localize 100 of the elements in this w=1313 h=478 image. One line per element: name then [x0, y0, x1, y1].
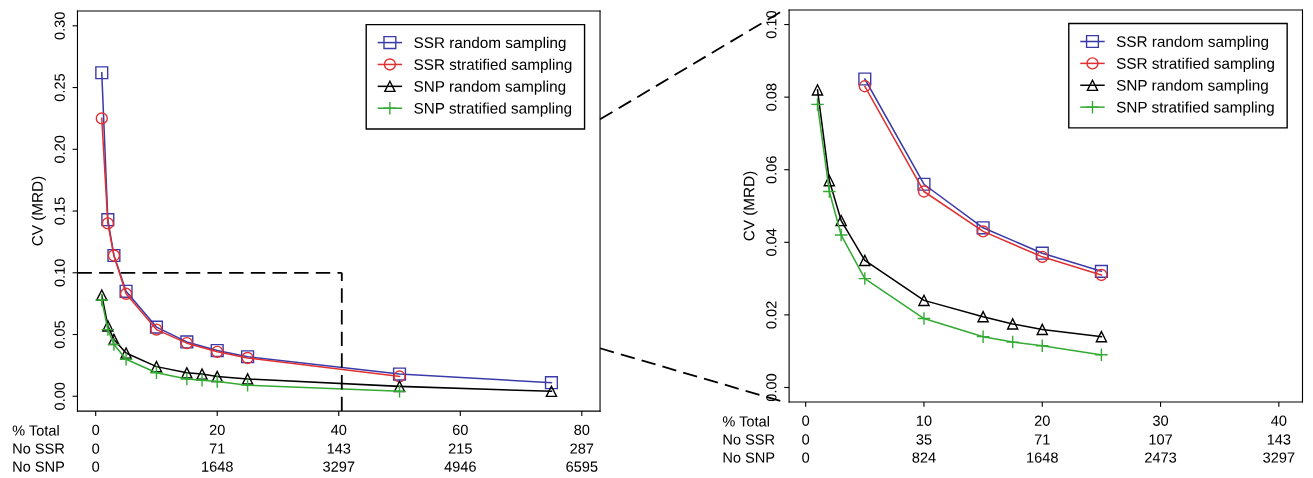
- y-tick-label: 0.06: [766, 156, 777, 184]
- text: 6595: [566, 461, 598, 472]
- point: [976, 225, 990, 238]
- point: [196, 368, 208, 380]
- text: No SNP: [723, 452, 775, 463]
- point: [1035, 246, 1049, 260]
- point: [823, 174, 836, 187]
- point: [181, 367, 193, 379]
- y-tick-label: 0.00: [766, 373, 777, 402]
- text: 3297: [323, 461, 355, 472]
- point: [1006, 318, 1019, 330]
- point: [94, 292, 109, 307]
- y-tick-label: 0.08: [766, 83, 777, 111]
- x-tick-label: 0: [802, 415, 810, 426]
- x-tick-label: 20: [209, 424, 225, 435]
- text: 4946: [444, 461, 476, 472]
- text: 824: [912, 452, 936, 463]
- point: [834, 228, 849, 242]
- text: 1648: [202, 461, 233, 472]
- point: [1094, 264, 1108, 278]
- text: 287: [570, 443, 594, 454]
- point: [101, 217, 115, 230]
- y-tick-label: 0.30: [54, 12, 65, 40]
- point: [859, 254, 871, 267]
- point: [857, 271, 872, 286]
- text: No SNP: [13, 461, 65, 472]
- point: [1005, 335, 1020, 350]
- text: % Total: [12, 424, 59, 436]
- text: 0: [802, 452, 810, 463]
- legend-label: SSR random sampling: [414, 36, 566, 52]
- point: [976, 221, 990, 235]
- text: No SSR: [723, 434, 775, 445]
- text: 0: [92, 443, 100, 454]
- legend-label: SNP random sampling: [414, 80, 566, 95]
- text: No SSR: [13, 443, 65, 454]
- point: [210, 374, 225, 389]
- legend-label: SSR stratified sampling: [414, 58, 572, 73]
- point: [392, 384, 407, 399]
- point: [95, 66, 109, 80]
- y-tick-label: 0.15: [54, 197, 65, 225]
- text: 0: [92, 461, 100, 472]
- y-tick-label: 0.20: [54, 135, 65, 163]
- point: [1035, 338, 1050, 353]
- point: [976, 329, 991, 344]
- point: [858, 72, 872, 86]
- point: [822, 184, 837, 199]
- text: 1648: [1027, 452, 1058, 463]
- point: [835, 214, 847, 227]
- y-tick-label: 0.10: [766, 10, 777, 39]
- text: 71: [209, 443, 225, 454]
- y-tick-label: 0.25: [54, 73, 65, 102]
- point: [149, 365, 164, 380]
- point: [544, 376, 559, 390]
- x-tick-label: 10: [916, 415, 932, 426]
- y-axis-title: CV (MRD): [743, 171, 758, 241]
- y-tick-label: 0.05: [54, 320, 65, 349]
- y-tick-label: 0.04: [766, 228, 777, 256]
- point: [211, 370, 223, 383]
- point: [96, 289, 108, 301]
- point: [917, 177, 931, 191]
- point: [1094, 347, 1109, 362]
- x-tick-label: 30: [1152, 415, 1169, 426]
- x-tick-label: 20: [1034, 415, 1050, 426]
- point: [179, 372, 194, 386]
- point: [150, 360, 163, 373]
- point: [810, 97, 825, 112]
- point: [240, 378, 255, 393]
- y-tick-label: 0.10: [54, 259, 65, 287]
- point: [977, 310, 989, 323]
- point: [1036, 250, 1049, 264]
- point: [120, 347, 132, 359]
- y-tick-label: 0.00: [54, 382, 65, 410]
- x-tick-label: 80: [574, 424, 590, 435]
- point: [917, 311, 931, 326]
- point: [918, 294, 930, 307]
- x-tick-label: 40: [1271, 415, 1287, 426]
- text: 143: [1267, 434, 1291, 445]
- text: 2473: [1145, 452, 1177, 463]
- legend-label: SNP random sampling: [1116, 79, 1268, 94]
- point: [101, 213, 115, 227]
- legend-label: SNP stratified sampling: [1116, 101, 1274, 116]
- x-tick-label: 40: [330, 424, 347, 435]
- text: 35: [916, 434, 932, 445]
- point: [241, 373, 254, 385]
- point: [545, 385, 558, 398]
- point: [858, 80, 872, 93]
- y-tick-label: 0.02: [766, 301, 777, 329]
- legend-label: SNP stratified sampling: [414, 102, 572, 117]
- point: [917, 185, 931, 198]
- point: [119, 352, 134, 367]
- point: [1095, 268, 1108, 282]
- x-tick-label: 60: [452, 424, 468, 435]
- point: [108, 333, 120, 346]
- text: 3297: [1263, 452, 1295, 463]
- point: [95, 112, 108, 125]
- text: 215: [448, 443, 472, 454]
- text: 0: [802, 434, 810, 445]
- text: 107: [1149, 434, 1172, 445]
- x-tick-label: 0: [92, 424, 100, 435]
- point: [1036, 323, 1049, 336]
